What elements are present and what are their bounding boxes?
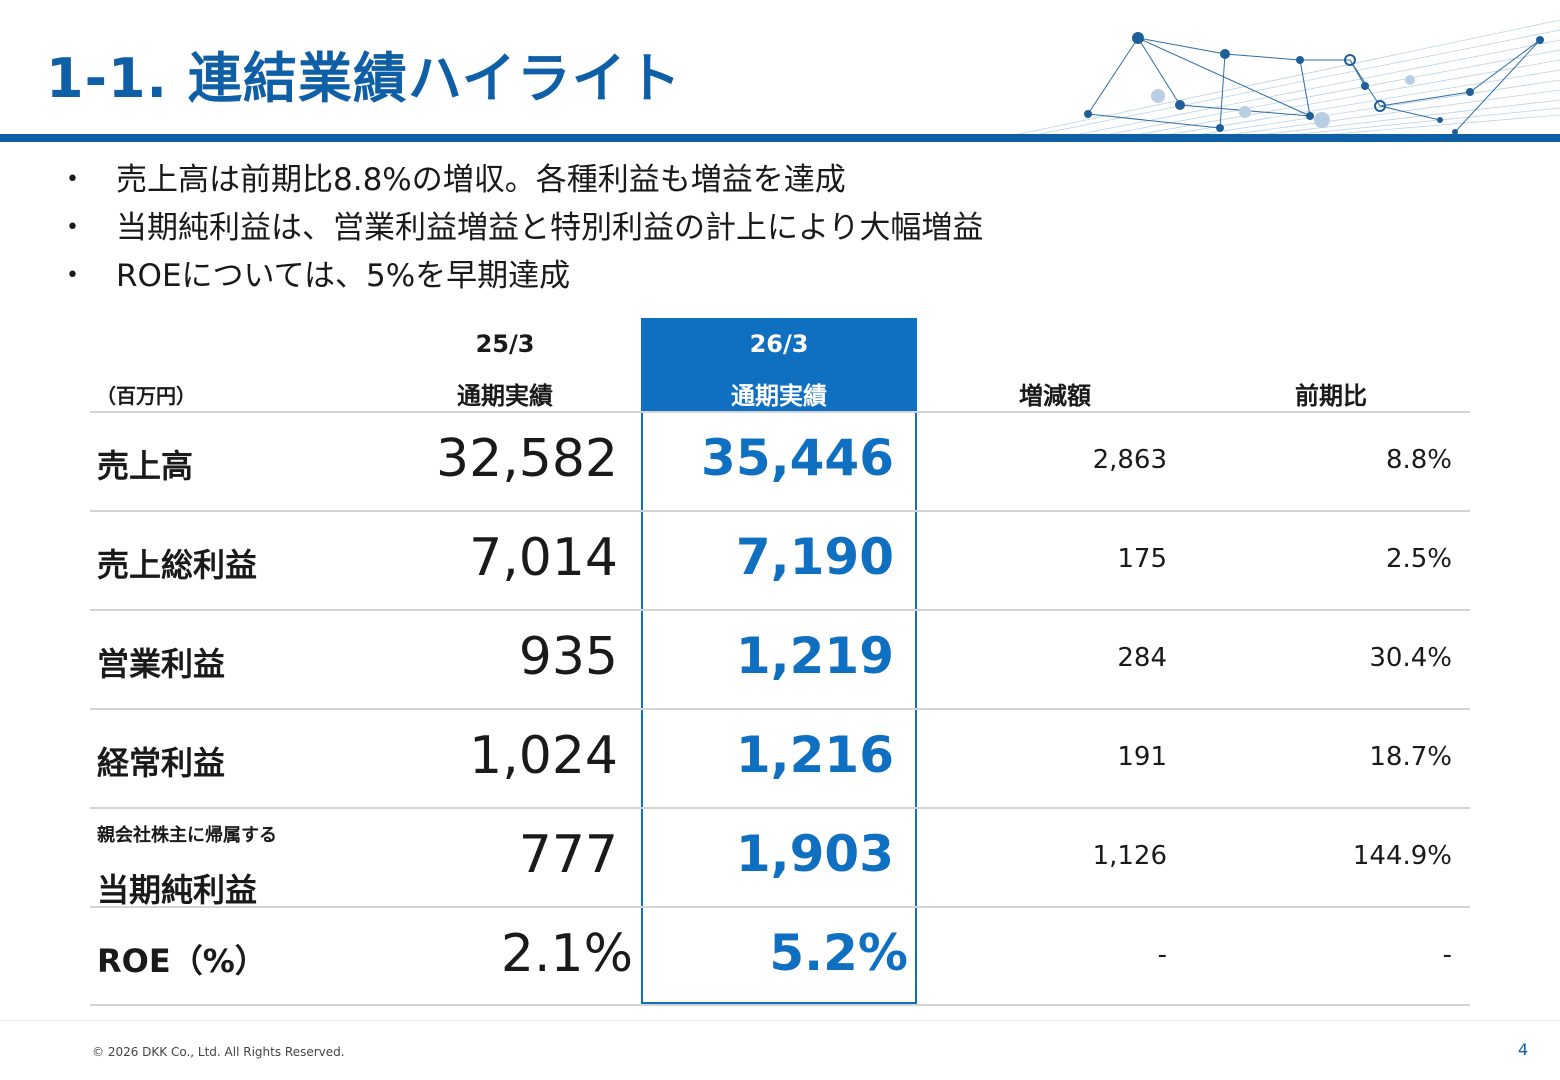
table-row: 経常利益 1,024 1,216 191 18.7%: [0, 710, 1560, 807]
curr-value: 1,903: [735, 825, 894, 883]
prev-value: 777: [518, 825, 618, 885]
copyright-text: © 2026 DKK Co., Ltd. All Rights Reserved…: [92, 1045, 345, 1059]
bullet-item: • 売上高は前期比8.8%の増収。各種利益も増益を達成: [66, 156, 983, 204]
curr-value: 7,190: [735, 528, 894, 586]
row-label: 売上高: [97, 447, 194, 485]
table-rule: [90, 708, 1470, 710]
col-prev-label: 通期実績: [457, 382, 553, 410]
col-diff: 増減額: [1019, 382, 1091, 410]
network-graphic: [1010, 20, 1560, 136]
page-number: 4: [1518, 1040, 1529, 1059]
table-row: 売上高 32,582 35,446 2,863 8.8%: [0, 413, 1560, 510]
bullet-item: • 当期純利益は、営業利益増益と特別利益の計上により大幅増益: [66, 204, 983, 252]
row-label: 営業利益: [97, 645, 226, 683]
summary-bullets: • 売上高は前期比8.8%の増収。各種利益も増益を達成 • 当期純利益は、営業利益増…: [66, 156, 983, 300]
table-rule: [90, 411, 1470, 413]
prev-value: 2.1%: [500, 924, 633, 984]
row-label: 当期純利益: [97, 871, 258, 909]
row-label: 経常利益: [97, 744, 226, 782]
ratio-value: 30.4%: [1369, 643, 1452, 673]
ratio-value: 18.7%: [1369, 742, 1452, 772]
diff-value: 284: [1117, 643, 1167, 673]
table-row: 営業利益 935 1,219 284 30.4%: [0, 611, 1560, 708]
bullet-icon: •: [66, 263, 79, 288]
diff-value: -: [1157, 940, 1167, 970]
col-curr-year: 26/3: [749, 330, 809, 358]
row-label: ROE（%）: [97, 942, 267, 980]
table-row: 親会社株主に帰属する 当期純利益 777 1,903 1,126 144.9%: [0, 809, 1560, 909]
table-rule: [90, 1004, 1470, 1006]
current-year-highlight-frame: [641, 318, 917, 1004]
row-label: 売上総利益: [97, 546, 258, 584]
col-prev-year: 25/3: [475, 330, 535, 358]
footer-rule: [0, 1020, 1560, 1021]
table-row: 売上総利益 7,014 7,190 175 2.5%: [0, 512, 1560, 609]
title-rule: [0, 134, 1560, 142]
bullet-icon: •: [66, 215, 79, 240]
prev-value: 1,024: [469, 726, 618, 786]
ratio-value: -: [1442, 940, 1452, 970]
curr-value: 1,219: [735, 627, 894, 685]
prev-value: 7,014: [469, 528, 618, 588]
diff-value: 175: [1117, 544, 1167, 574]
table-rule: [90, 609, 1470, 611]
ratio-value: 8.8%: [1385, 445, 1452, 475]
table-rule: [90, 807, 1470, 809]
curr-value: 35,446: [701, 429, 894, 487]
prev-value: 32,582: [436, 429, 618, 489]
row-note: 親会社株主に帰属する: [97, 825, 277, 846]
diff-value: 2,863: [1092, 445, 1167, 475]
ratio-value: 2.5%: [1385, 544, 1452, 574]
table-row: ROE（%） 2.1% 5.2% - -: [0, 908, 1560, 1005]
unit-label: （百万円）: [96, 384, 196, 408]
col-ratio: 前期比: [1295, 382, 1367, 410]
bullet-icon: •: [66, 167, 79, 192]
ratio-value: 144.9%: [1352, 841, 1452, 871]
table-rule: [90, 906, 1470, 908]
curr-value: 5.2%: [769, 924, 908, 982]
page-title: 1-1. 連結業績ハイライト: [46, 47, 682, 110]
table-rule: [90, 510, 1470, 512]
col-curr-label: 通期実績: [731, 382, 827, 410]
diff-value: 1,126: [1092, 841, 1167, 871]
curr-value: 1,216: [735, 726, 894, 784]
diff-value: 191: [1117, 742, 1167, 772]
current-year-header-bg: [641, 318, 917, 411]
bullet-item: • ROEについては、5%を早期達成: [66, 252, 983, 300]
prev-value: 935: [518, 627, 618, 687]
